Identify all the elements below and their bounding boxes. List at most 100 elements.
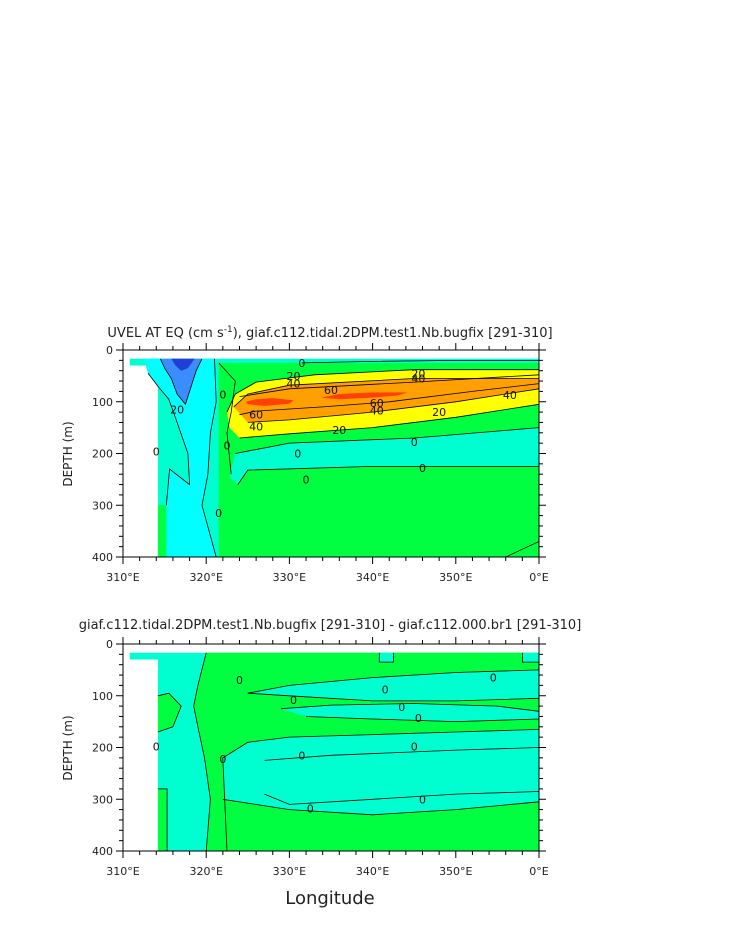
y-tick-label: 200 xyxy=(92,448,113,461)
contour-label: 20 xyxy=(432,406,446,419)
contour-line xyxy=(301,360,539,364)
y-tick-label: 100 xyxy=(92,690,113,703)
contour-label: 40 xyxy=(411,372,425,385)
contour-line xyxy=(235,427,540,454)
top-contour-panel: UVEL AT EQ (cm s-1), giaf.c112.tidal.2DP… xyxy=(61,325,553,584)
y-tick-label: 300 xyxy=(92,499,113,512)
contour-label: 0 xyxy=(298,357,305,370)
contour-label: 60 xyxy=(249,409,263,422)
contour-label: 0 xyxy=(490,672,497,685)
contour-line xyxy=(222,798,540,816)
contour-line xyxy=(281,703,540,712)
x-tick-label: 350°E xyxy=(439,571,472,584)
contour-line xyxy=(157,692,182,733)
contour-line xyxy=(264,791,540,805)
contour-line xyxy=(160,358,203,406)
y-tick-label: 400 xyxy=(92,551,113,564)
y-tick-label: 0 xyxy=(106,344,113,357)
contour-label: 0 xyxy=(219,389,226,402)
top-y-axis-label: DEPTH (m) xyxy=(61,421,75,486)
x-tick-label: 320°E xyxy=(189,865,222,878)
y-tick-label: 200 xyxy=(92,742,113,755)
contour-label: 20 xyxy=(287,370,301,383)
top-axes: 310°E 320°E 330°E 340°E 350°E 0°E010020030040… xyxy=(92,343,549,584)
fill-neg-medium xyxy=(160,358,202,405)
fill-neg-top-notch xyxy=(379,652,394,663)
contour-line xyxy=(505,541,540,558)
x-tick-label: 320°E xyxy=(189,571,222,584)
contour-line xyxy=(247,669,540,694)
contour-label: 40 xyxy=(287,378,301,391)
fill-pos-left-column xyxy=(157,788,168,851)
contour-line xyxy=(305,716,540,723)
bottom-contour-panel: giaf.c112.tidal.2DPM.test1.Nb.bugfix [29… xyxy=(61,618,581,909)
contour-label: 0 xyxy=(307,803,314,816)
fill-pos-60-east xyxy=(321,392,408,400)
x-tick-label: 340°E xyxy=(356,571,389,584)
contour-line xyxy=(237,466,539,485)
fill-pos-left-bulge xyxy=(157,693,182,732)
contour-line xyxy=(233,378,539,408)
x-tick-label: 330°E xyxy=(273,571,306,584)
contour-line xyxy=(239,403,540,439)
fill-neg-tongue xyxy=(229,427,539,485)
bottom-chart-title: giaf.c112.tidal.2DPM.test1.Nb.bugfix [29… xyxy=(79,618,582,633)
contour-label: 0 xyxy=(419,793,426,806)
x-tick-label: 310°E xyxy=(106,865,139,878)
top-contour-lines xyxy=(147,358,540,558)
y-tick-label: 100 xyxy=(92,396,113,409)
contour-label: 60 xyxy=(324,384,338,397)
y-tick-label: 400 xyxy=(92,845,113,858)
bottom-contour-lines xyxy=(157,652,540,852)
contour-line xyxy=(378,652,394,663)
contour-line xyxy=(193,652,211,852)
land-mask xyxy=(123,365,158,557)
contour-line xyxy=(239,374,540,397)
contour-line xyxy=(222,729,540,852)
contour-label: 0 xyxy=(398,701,405,714)
contour-label: 20 xyxy=(411,367,425,380)
x-tick-label: 0°E xyxy=(529,865,548,878)
x-tick-label: 350°E xyxy=(439,865,472,878)
bottom-axes: 310°E 320°E 330°E 340°E 350°E 0°E 0 100 200 300 40… xyxy=(92,637,549,878)
fill-pos-40 xyxy=(233,378,539,423)
x-tick-label: 0°E xyxy=(529,571,548,584)
contour-label: 0 xyxy=(290,694,297,707)
top-chart-title: UVEL AT EQ (cm s-1), giaf.c112.tidal.2DP… xyxy=(107,325,552,341)
contour-label: 0 xyxy=(411,436,418,449)
contour-label: 20 xyxy=(332,424,346,437)
contour-label: 0 xyxy=(153,740,160,753)
contour-label: 0 xyxy=(294,448,301,461)
contour-label: 0 xyxy=(411,740,418,753)
top-filled-contours xyxy=(123,358,539,557)
contour-label: 40 xyxy=(503,389,517,402)
contour-line xyxy=(239,383,540,416)
contour-line xyxy=(226,369,539,413)
fill-neg-top-right xyxy=(522,652,539,663)
bottom-filled-contours xyxy=(123,652,540,851)
x-tick-label: 310°E xyxy=(106,571,139,584)
contour-label: 40 xyxy=(249,421,263,434)
fill-neg-strong xyxy=(171,358,195,371)
contour-label: 0 xyxy=(215,507,222,520)
contour-label: 0 xyxy=(382,684,389,697)
y-tick-label: 0 xyxy=(106,638,113,651)
contour-label: 0 xyxy=(419,462,426,475)
contour-line xyxy=(247,388,540,423)
bottom-x-axis-label: Longitude xyxy=(285,888,375,909)
contour-label: 0 xyxy=(303,473,310,486)
contour-line xyxy=(522,652,539,663)
contour-label: 40 xyxy=(370,405,384,418)
contour-label: 0 xyxy=(415,712,422,725)
contour-label: 0 xyxy=(224,440,231,453)
fill-neg-band xyxy=(281,703,539,722)
contour-label: 0 xyxy=(236,674,243,687)
fill-pos-60-west xyxy=(246,398,294,406)
contour-line xyxy=(264,747,540,761)
fill-pos-main xyxy=(193,652,539,851)
x-tick-label: 340°E xyxy=(356,865,389,878)
contour-line xyxy=(247,692,540,702)
contour-label: 20 xyxy=(170,404,184,417)
